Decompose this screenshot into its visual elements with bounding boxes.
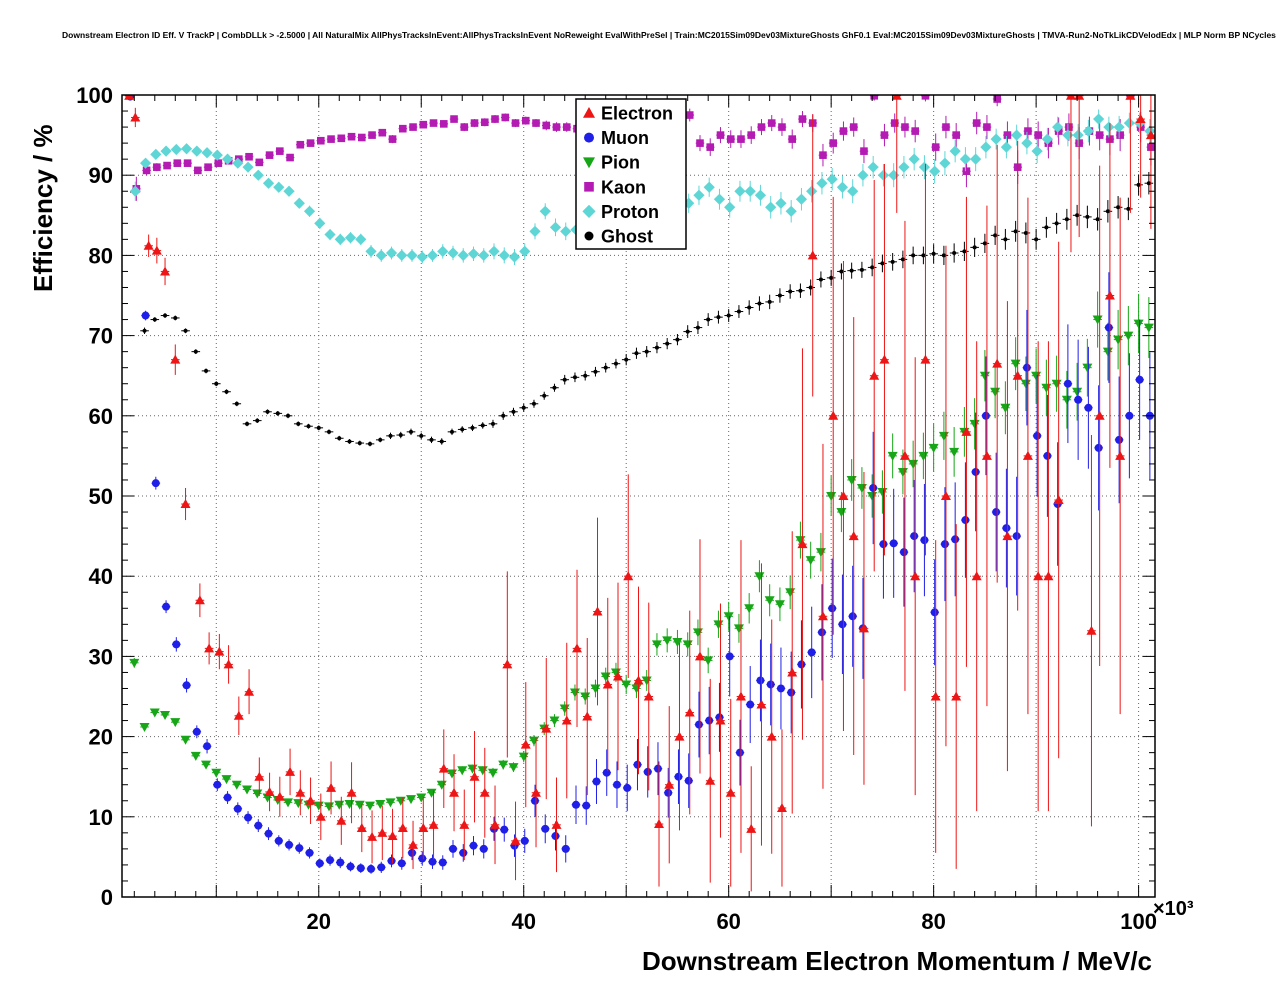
legend-item-kaon: Kaon (584, 177, 646, 197)
x-tick-label: 100 (1120, 909, 1157, 934)
legend-label: Electron (601, 104, 673, 124)
legend-box (575, 98, 687, 250)
legend-item-proton: Proton (582, 202, 659, 222)
legend-label: Proton (601, 202, 659, 222)
y-tick-label: 30 (89, 644, 113, 669)
y-tick-label: 40 (89, 564, 113, 589)
y-tick-label: 0 (101, 885, 113, 910)
legend-item-electron: Electron (583, 104, 673, 124)
y-tick-label: 100 (76, 83, 113, 108)
legend-label: Kaon (601, 177, 646, 197)
legend: Electron Muon Pion Kaon Proton Ghost (575, 98, 687, 250)
legend-label: Pion (601, 153, 640, 173)
legend-label: Muon (601, 128, 649, 148)
x-tick-label: 40 (511, 909, 535, 934)
legend-item-ghost: Ghost (584, 227, 653, 247)
legend-item-pion: Pion (583, 153, 640, 173)
y-tick-label: 50 (89, 484, 113, 509)
x-axis-title: Downstream Electron Momentum / MeV/c (642, 946, 1152, 976)
x-tick-label: 20 (307, 909, 331, 934)
series-proton (129, 109, 1155, 266)
legend-item-muon: Muon (584, 128, 649, 148)
y-tick-label: 70 (89, 324, 113, 349)
y-tick-label: 80 (89, 243, 113, 268)
y-tick-label: 90 (89, 163, 113, 188)
legend-label: Ghost (601, 227, 653, 247)
y-tick-label: 20 (89, 725, 113, 750)
series-muon (125, 95, 1155, 874)
y-tick-label: 10 (89, 805, 113, 830)
y-tick-label: 60 (89, 404, 113, 429)
series-electron (124, 95, 1155, 892)
x-axis-multiplier: ×10³ (1153, 898, 1194, 920)
x-tick-label: 60 (716, 909, 740, 934)
x-tick-label: 80 (921, 909, 945, 934)
series-pion (129, 291, 1154, 812)
plot-header-title: Downstream Electron ID Eff. V TrackP | C… (62, 30, 1276, 40)
axis-ticks (122, 95, 1155, 897)
